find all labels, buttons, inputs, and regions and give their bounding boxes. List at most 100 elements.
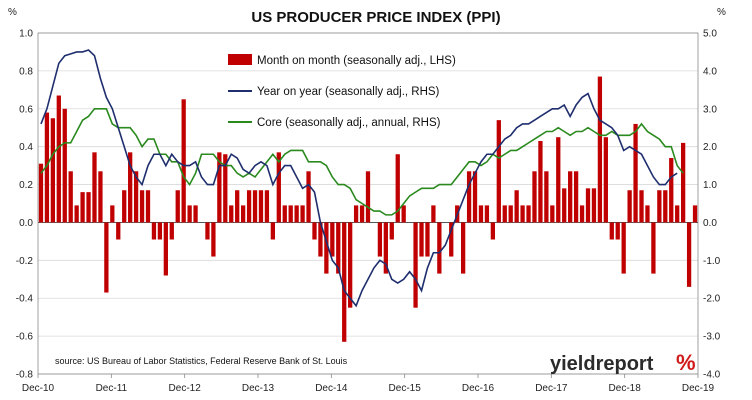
- mom-bar: [472, 171, 478, 223]
- x-tick-label: Dec-13: [242, 383, 275, 394]
- left-tick-label: 0.8: [19, 66, 33, 77]
- brand-logo: yieldreport %: [550, 350, 696, 375]
- mom-bar: [74, 205, 79, 223]
- mom-bar: [50, 118, 56, 223]
- mom-bar: [157, 222, 163, 240]
- brand-name: yieldreport: [550, 353, 654, 375]
- mom-bar: [603, 137, 608, 223]
- mom-bar: [318, 222, 323, 257]
- mom-bar: [609, 222, 614, 240]
- source-note: source: US Bureau of Labor Statistics, F…: [55, 356, 348, 366]
- mom-bar: [639, 190, 644, 223]
- mom-bar: [532, 171, 537, 223]
- mom-bar: [478, 205, 484, 223]
- mom-bar: [128, 152, 133, 223]
- mom-bar: [621, 222, 626, 274]
- mom-bar: [449, 222, 454, 257]
- mom-bar: [389, 222, 394, 240]
- x-axis-ticks: Dec-10 Dec-11 Dec-12 Dec-13 Dec-14 Dec-15 Dec-…: [22, 374, 715, 394]
- x-tick-label: Dec-14: [315, 383, 348, 394]
- mom-bars: [38, 76, 698, 342]
- mom-bar: [330, 222, 335, 257]
- mom-bar: [240, 205, 246, 223]
- left-tick-label: -0.8: [16, 370, 34, 381]
- mom-bar: [520, 205, 525, 223]
- mom-bar: [264, 190, 270, 223]
- mom-bar: [573, 171, 579, 223]
- mom-bar: [193, 205, 198, 223]
- x-tick-label: Dec-15: [389, 383, 422, 394]
- mom-bar: [110, 205, 115, 223]
- mom-bar: [692, 205, 698, 223]
- right-tick-label: -3.0: [703, 332, 721, 343]
- mom-bar: [104, 222, 109, 293]
- mom-bar: [651, 222, 656, 274]
- x-tick-label: Dec-10: [22, 383, 55, 394]
- left-tick-label: 0.6: [19, 104, 33, 115]
- left-axis-ticks: 1.0 0.8 0.6 0.4 0.2 0.0 -0.2 -0.4 -0.6 -0.8: [16, 29, 34, 381]
- left-axis-unit: %: [8, 7, 17, 18]
- mom-bar: [383, 222, 388, 274]
- mom-bar: [556, 137, 561, 223]
- mom-bar: [431, 205, 436, 223]
- mom-bar: [645, 205, 650, 223]
- mom-bar: [413, 222, 418, 308]
- mom-bar: [169, 222, 174, 240]
- mom-bar: [502, 205, 507, 223]
- mom-bar: [229, 205, 234, 223]
- mom-bar: [514, 190, 519, 223]
- mom-bar: [657, 190, 662, 223]
- mom-bar: [235, 190, 240, 223]
- mom-bar: [163, 222, 168, 276]
- mom-bar: [425, 222, 430, 257]
- mom-bar: [98, 171, 103, 223]
- x-tick-label: Dec-12: [169, 383, 202, 394]
- mom-bar: [508, 205, 513, 223]
- mom-bar: [62, 108, 67, 223]
- mom-bar: [669, 158, 674, 223]
- legend-label-yoy: Year on year (seasonally adj., RHS): [257, 86, 440, 98]
- left-tick-label: 0.0: [19, 218, 33, 229]
- mom-bar: [686, 222, 692, 287]
- left-tick-label: -0.6: [16, 332, 34, 343]
- left-tick-label: 1.0: [19, 29, 33, 40]
- right-axis-ticks: 5.0 4.0 3.0 2.0 1.0 0.0 -1.0 -2.0 -3.0 -4.0: [703, 29, 721, 381]
- mom-bar: [633, 123, 638, 223]
- mom-bar: [276, 152, 281, 223]
- mom-bar: [205, 222, 210, 240]
- brand-percent-mark: %: [676, 350, 696, 375]
- x-tick-label: Dec-16: [462, 383, 495, 394]
- mom-bar: [122, 190, 127, 223]
- mom-bar: [550, 205, 555, 223]
- mom-bar: [579, 205, 585, 223]
- mom-bar: [324, 222, 329, 274]
- mom-bar: [353, 205, 359, 223]
- chart-title: US PRODUCER PRICE INDEX (PPI): [251, 9, 500, 26]
- mom-bar: [460, 222, 466, 274]
- mom-bar: [585, 188, 591, 223]
- mom-bar: [217, 152, 222, 223]
- mom-bar: [538, 140, 543, 223]
- mom-bar: [306, 171, 311, 223]
- right-tick-label: 0.0: [703, 218, 717, 229]
- mom-bar: [680, 142, 686, 223]
- mom-bar: [80, 192, 85, 223]
- mom-bar: [282, 205, 287, 223]
- mom-bar: [544, 171, 549, 223]
- left-tick-label: 0.4: [19, 142, 33, 153]
- mom-bar: [56, 95, 61, 223]
- mom-bar: [246, 190, 252, 223]
- mom-bar: [181, 99, 186, 223]
- mom-bar: [419, 222, 424, 257]
- right-tick-label: 4.0: [703, 66, 717, 77]
- x-tick-label: Dec-19: [682, 383, 715, 394]
- mom-bar: [466, 171, 472, 223]
- mom-bar: [395, 154, 400, 223]
- right-tick-label: 2.0: [703, 142, 717, 153]
- mom-bar: [300, 205, 305, 223]
- mom-bar: [68, 171, 73, 223]
- mom-bar: [401, 205, 406, 223]
- mom-bar: [187, 205, 192, 223]
- mom-bar: [484, 205, 490, 223]
- mom-bar: [151, 222, 157, 240]
